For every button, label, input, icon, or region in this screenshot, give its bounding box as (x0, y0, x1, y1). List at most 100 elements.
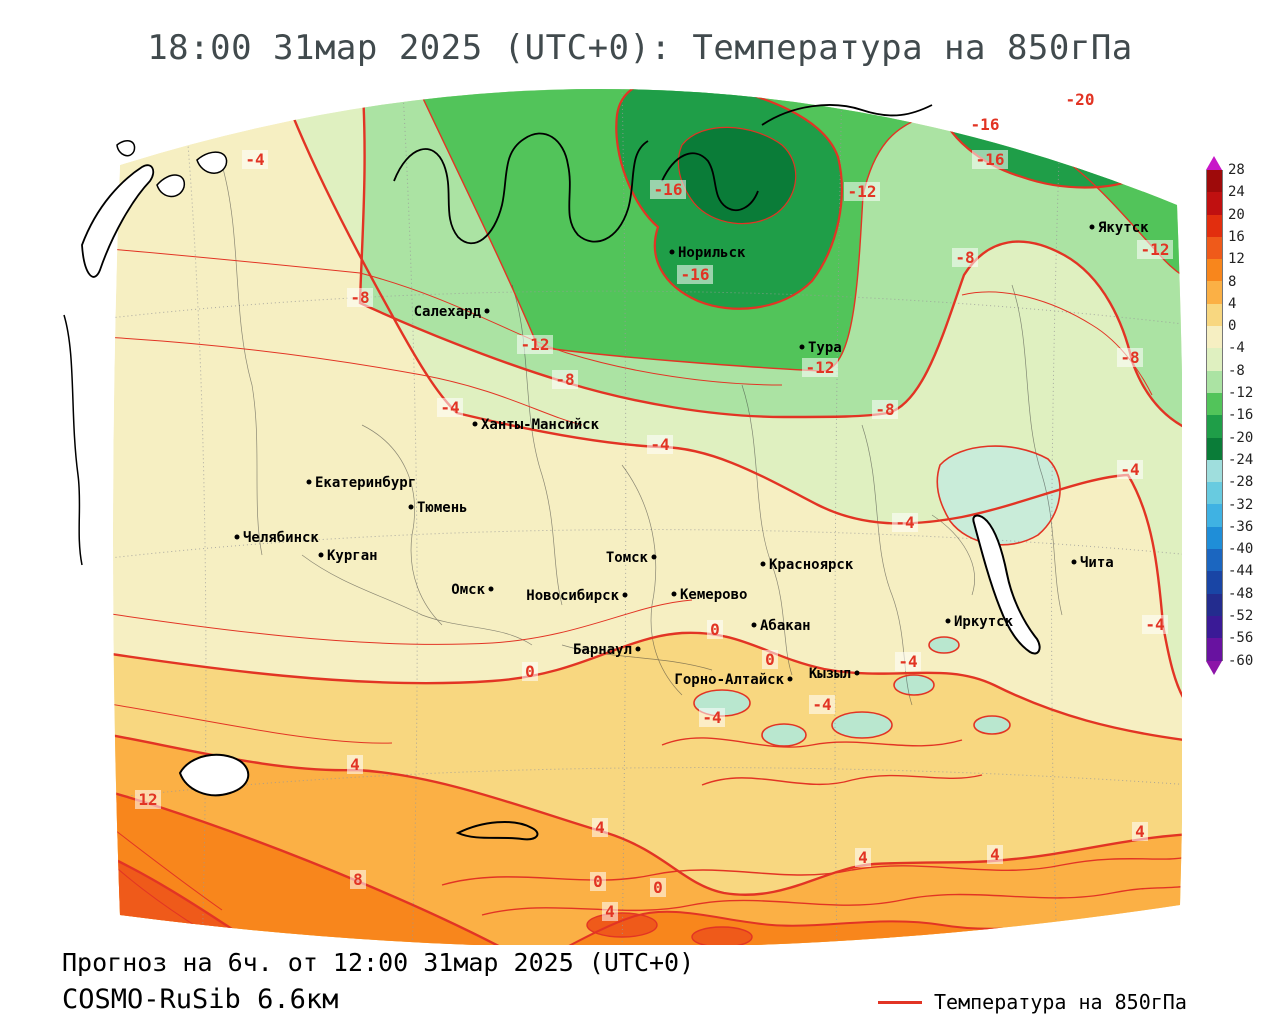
contour-value-label: 0 (653, 878, 663, 897)
contour-value-label-bg (892, 513, 918, 532)
contour-value-label: -4 (702, 708, 721, 727)
contour-value-label-bg (590, 872, 606, 891)
contour-value-label-bg (972, 150, 1008, 169)
city-label: Томск (606, 550, 649, 566)
colorbar-tick-label: -28 (1228, 474, 1254, 491)
colorbar-segment (1207, 415, 1222, 438)
legend-label: Температура на 850гПа (934, 990, 1187, 1014)
lake-south (455, 821, 539, 841)
city-label: Омск (451, 582, 485, 598)
contour-value-label-bg (967, 115, 1003, 134)
temperature-contours (113, 88, 1182, 945)
city-dot (408, 504, 414, 510)
city-dot (622, 592, 628, 598)
contour-value-label: -16 (681, 265, 710, 284)
forecast-info-line: Прогноз на 6ч. от 12:00 31мар 2025 (UTC+… (62, 948, 695, 977)
contour-value-label: -4 (650, 435, 669, 454)
contour-value-label-bg (699, 708, 725, 727)
contour-value-label-bg (762, 650, 778, 669)
city-marker: Тюмень (408, 500, 468, 516)
colorbar-tick-label: -4 (1228, 340, 1245, 357)
colorbar-segment (1207, 259, 1222, 282)
contour-value-label-bg (844, 182, 880, 201)
colorbar-arrow-down-icon (1205, 660, 1222, 675)
colorbar-segment (1207, 482, 1222, 505)
colorbar-segment (1207, 370, 1222, 393)
graticule (113, 88, 1182, 945)
city-marker: Челябинск (234, 530, 319, 546)
contour-value-label: 8 (353, 870, 363, 889)
contour-labels: -4 -8 -12 -16 -16 -12 -8 -16 -16 -20 -12 -8 -8 -12 -8 -… (135, 90, 1173, 921)
colorbar-segment (1207, 326, 1222, 349)
contour-value-label-bg (1142, 615, 1168, 634)
contour-value-label: 0 (593, 872, 603, 891)
temperature-field (113, 88, 1182, 945)
city-label: Тюмень (417, 500, 468, 516)
contour-value-label-bg (242, 150, 268, 169)
colorbar-tick-label: -52 (1228, 608, 1254, 624)
city-dot (472, 421, 478, 427)
contour-value-label: 4 (595, 818, 605, 837)
city-dot (1071, 559, 1077, 565)
city-markers: Норильск Якутск Салехард Тура Ханты-Мансийск… (234, 220, 1149, 688)
contour-value-label: -4 (245, 150, 264, 169)
city-marker: Тура (799, 340, 842, 356)
colorbar-tick-label: 20 (1228, 206, 1245, 223)
contour-value-label-bg (987, 845, 1003, 864)
colorbar-tick-label: 4 (1228, 295, 1237, 312)
city-label: Челябинск (243, 530, 319, 546)
contour-value-label: 0 (710, 620, 720, 639)
colorbar-tick-label: -36 (1228, 518, 1254, 535)
colorbar-segment (1207, 214, 1222, 237)
contour-value-label-bg (1117, 460, 1143, 479)
contour-value-label-bg (855, 848, 871, 867)
contour-value-label-bg (1062, 90, 1098, 109)
city-dot (854, 670, 860, 676)
city-label: Тура (808, 340, 842, 356)
city-marker: Горно-Алтайск (674, 672, 793, 688)
colorbar-tick-label: -12 (1228, 385, 1254, 401)
city-marker: Екатеринбург (306, 475, 416, 491)
contour-value-label: 4 (858, 848, 868, 867)
contour-value-label: -8 (875, 400, 894, 419)
map-canvas: -4 -8 -12 -16 -16 -12 -8 -16 -16 -20 -12 -8 -8 -12 -8 -… (63, 88, 1182, 945)
contour-value-label-bg (437, 398, 463, 417)
colorbar-segment (1207, 303, 1222, 327)
colorbar-segment (1207, 348, 1222, 371)
city-label: Кызыл (809, 666, 851, 682)
city-dot (1089, 224, 1095, 230)
city-label: Салехард (414, 304, 482, 320)
city-label: Ханты-Мансийск (481, 417, 600, 433)
city-label: Якутск (1098, 220, 1149, 236)
contour-value-label-bg (347, 288, 373, 307)
city-dot (234, 534, 240, 540)
city-marker: Омск (451, 582, 494, 598)
colorbar-arrow-up-icon (1205, 156, 1222, 170)
contour-value-label: -8 (350, 288, 369, 307)
contour-value-label-bg (872, 400, 898, 419)
colorbar-tick-label: 16 (1228, 228, 1245, 245)
contour-value-label: -12 (1141, 240, 1170, 259)
contour-value-label: -4 (1145, 615, 1164, 634)
contour-value-label-bg (650, 878, 666, 897)
contour-value-label: -8 (1120, 348, 1139, 367)
contour-value-label: -8 (555, 370, 574, 389)
city-label: Красноярск (769, 557, 854, 573)
city-marker: Томск (606, 550, 657, 566)
contour-value-label: 4 (1135, 822, 1145, 841)
colorbar-tick-label: -8 (1228, 362, 1245, 379)
city-label: Норильск (678, 245, 746, 261)
contour-value-label-bg (135, 790, 161, 809)
city-dot (488, 586, 494, 592)
contour-value-label: -8 (955, 248, 974, 267)
colorbar-tick-label: 28 (1228, 162, 1245, 178)
contour-value-label-bg (522, 662, 538, 681)
contour-value-label-bg (592, 818, 608, 837)
model-info-line: COSMO-RuSib 6.6км (62, 984, 339, 1015)
city-marker: Кызыл (809, 666, 860, 682)
colorbar-tick-label: -48 (1228, 585, 1254, 602)
colorbar-segment (1207, 192, 1222, 215)
colorbar-segment (1207, 593, 1222, 616)
city-dot (651, 554, 657, 560)
city-marker: Чита (1071, 555, 1114, 571)
